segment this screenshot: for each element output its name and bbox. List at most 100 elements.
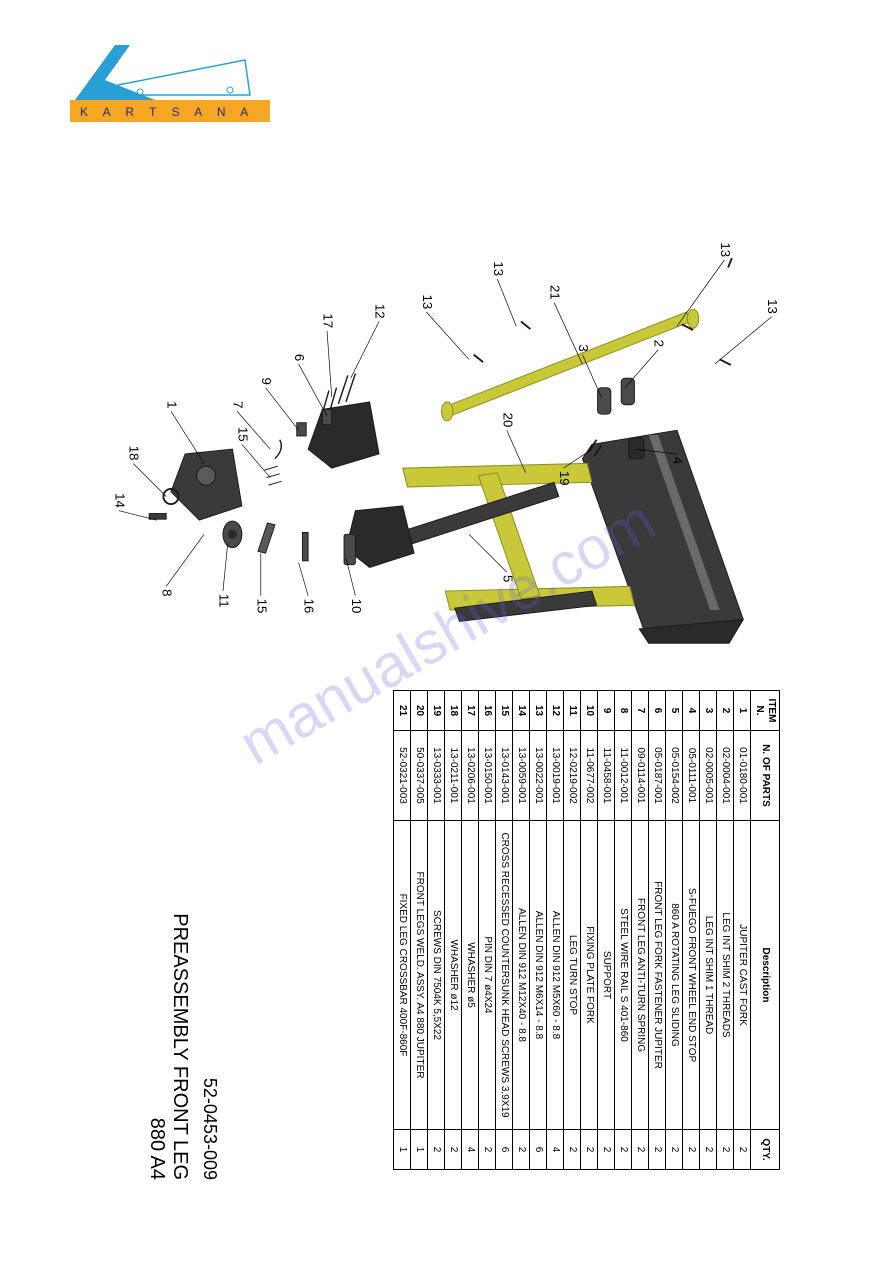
svg-text:13: 13 xyxy=(718,242,733,257)
cell-item: 21 xyxy=(394,691,411,731)
cell-qty: 2 xyxy=(564,1130,581,1170)
svg-text:19: 19 xyxy=(557,471,572,486)
cell-desc: 860 A ROTATING LEG SLIDING xyxy=(666,821,683,1130)
svg-text:8: 8 xyxy=(160,589,175,596)
cell-item: 8 xyxy=(615,691,632,731)
cell-desc: ALLEN DIN 912 M12X40 - 8.8 xyxy=(513,821,530,1130)
cell-qty: 2 xyxy=(445,1130,462,1170)
cell-item: 3 xyxy=(700,691,717,731)
svg-text:4: 4 xyxy=(671,457,686,464)
cell-item: 19 xyxy=(428,691,445,731)
svg-text:7: 7 xyxy=(231,401,246,408)
table-row: 1613-0150-001PIN DIN 7 ø4X242 xyxy=(479,691,496,1170)
cell-item: 9 xyxy=(598,691,615,731)
table-row: 1913-0333-001SCREWS DIN 7504K 5,5X222 xyxy=(428,691,445,1170)
table-row: 1813-0211-001WHASHER ø122 xyxy=(445,691,462,1170)
cell-item: 4 xyxy=(683,691,700,731)
svg-text:12: 12 xyxy=(373,304,388,319)
svg-text:20: 20 xyxy=(500,413,515,428)
cell-desc: LEG INT SHIM 2 THREADS xyxy=(717,821,734,1130)
table-row: 505-0154-002860 A ROTATING LEG SLIDING2 xyxy=(666,691,683,1170)
cell-desc: FRONT LEG FORK FASTENER JUPITER xyxy=(649,821,666,1130)
cell-qty: 2 xyxy=(734,1130,751,1170)
drawing-number: 52-0453-009 xyxy=(199,900,220,1180)
svg-text:15: 15 xyxy=(235,427,250,442)
table-row: 1011-0677-002FIXING PLATE FORK2 xyxy=(581,691,598,1170)
table-row: 405-0111-001S-FUEGO FRONT WHEEL END STOP… xyxy=(683,691,700,1170)
table-row: 2050-0337-005FRONT LEGS WELD. ASSY. A4 8… xyxy=(411,691,428,1170)
cell-qty: 2 xyxy=(513,1130,530,1170)
logo-svg: K A R T S A N A xyxy=(70,40,270,130)
svg-text:16: 16 xyxy=(302,599,317,614)
cell-desc: CROSS RECESSED COUNTERSUNK HEAD SCREWS 3… xyxy=(496,821,513,1130)
cell-desc: FRONT LEG ANTI-TURN SPRING xyxy=(632,821,649,1130)
table-row: 1513-0143-001CROSS RECESSED COUNTERSUNK … xyxy=(496,691,513,1170)
table-row: 202-0004-001LEG INT SHIM 2 THREADS2 xyxy=(717,691,734,1170)
svg-text:15: 15 xyxy=(254,599,269,614)
cell-item: 10 xyxy=(581,691,598,731)
cell-qty: 2 xyxy=(666,1130,683,1170)
svg-text:10: 10 xyxy=(349,599,364,614)
table-row: 1112-0219-002LEG TURN STOP2 xyxy=(564,691,581,1170)
table-row: 911-0458-001SUPPORT2 xyxy=(598,691,615,1170)
cell-item: 14 xyxy=(513,691,530,731)
cell-desc: SCREWS DIN 7504K 5,5X22 xyxy=(428,821,445,1130)
cell-item: 11 xyxy=(564,691,581,731)
cell-parts: 52-0321-003 xyxy=(394,731,411,821)
table-row: 302-0005-001LEG INT SHIM 1 THREAD2 xyxy=(700,691,717,1170)
logo-text: K A R T S A N A xyxy=(80,105,254,119)
cell-desc: FIXED LEG CROSSBAR 400F-860F xyxy=(394,821,411,1130)
cell-parts: 05-0187-001 xyxy=(649,731,666,821)
cell-qty: 2 xyxy=(581,1130,598,1170)
cell-qty: 2 xyxy=(615,1130,632,1170)
cell-qty: 2 xyxy=(717,1130,734,1170)
cell-desc: ALLEN DIN 912 M6X14 - 8.8 xyxy=(530,821,547,1130)
parts-table: ITEM N. N. OF PARTS Description QTY. 101… xyxy=(393,690,780,1170)
cell-parts: 13-0022-001 xyxy=(530,731,547,821)
cell-item: 15 xyxy=(496,691,513,731)
svg-text:13: 13 xyxy=(765,299,780,314)
title-block: 52-0453-009 PREASSEMBLY FRONT LEG 880 A4 xyxy=(145,900,220,1180)
cell-parts: 13-0059-001 xyxy=(513,731,530,821)
cell-parts: 11-0458-001 xyxy=(598,731,615,821)
col-parts: N. OF PARTS xyxy=(751,731,780,821)
cell-desc: WHASHER ø12 xyxy=(445,821,462,1130)
cell-qty: 2 xyxy=(683,1130,700,1170)
svg-text:6: 6 xyxy=(292,354,307,361)
cell-item: 7 xyxy=(632,691,649,731)
cell-qty: 2 xyxy=(479,1130,496,1170)
cell-parts: 05-0154-002 xyxy=(666,731,683,821)
table-row: 709-0114-001FRONT LEG ANTI-TURN SPRING2 xyxy=(632,691,649,1170)
table-header-row: ITEM N. N. OF PARTS Description QTY. xyxy=(751,691,780,1170)
cell-qty: 2 xyxy=(632,1130,649,1170)
cell-parts: 13-0150-001 xyxy=(479,731,496,821)
svg-text:2: 2 xyxy=(652,340,667,347)
cell-qty: 1 xyxy=(394,1130,411,1170)
table-row: 101-0180-001JUPITER CAST FORK2 xyxy=(734,691,751,1170)
svg-text:3: 3 xyxy=(576,344,591,351)
cell-desc: FIXING PLATE FORK xyxy=(581,821,598,1130)
cell-parts: 13-0206-001 xyxy=(462,731,479,821)
cell-qty: 2 xyxy=(598,1130,615,1170)
cell-qty: 4 xyxy=(547,1130,564,1170)
cell-parts: 13-0019-001 xyxy=(547,731,564,821)
col-item: ITEM N. xyxy=(751,691,780,731)
cell-parts: 09-0114-001 xyxy=(632,731,649,821)
table-row: 1713-0206-001WHASHER ø54 xyxy=(462,691,479,1170)
cell-item: 2 xyxy=(717,691,734,731)
cell-desc: STEEL WIRE RAIL S 401-860 xyxy=(615,821,632,1130)
table-row: 811-0012-001STEEL WIRE RAIL S 401-8602 xyxy=(615,691,632,1170)
svg-text:14: 14 xyxy=(112,493,127,508)
drawing-title: PREASSEMBLY FRONT LEG 880 A4 xyxy=(145,900,191,1180)
cell-item: 6 xyxy=(649,691,666,731)
cell-desc: FRONT LEGS WELD. ASSY. A4 880 JUPITER xyxy=(411,821,428,1130)
cell-item: 12 xyxy=(547,691,564,731)
rotated-content: 1313232113134192051016151181217697151181… xyxy=(0,315,893,1065)
cell-item: 13 xyxy=(530,691,547,731)
cell-qty: 4 xyxy=(462,1130,479,1170)
brand-logo: K A R T S A N A xyxy=(70,40,270,130)
cell-item: 16 xyxy=(479,691,496,731)
svg-text:13: 13 xyxy=(491,261,506,276)
cell-parts: 02-0005-001 xyxy=(700,731,717,821)
cell-desc: LEG TURN STOP xyxy=(564,821,581,1130)
